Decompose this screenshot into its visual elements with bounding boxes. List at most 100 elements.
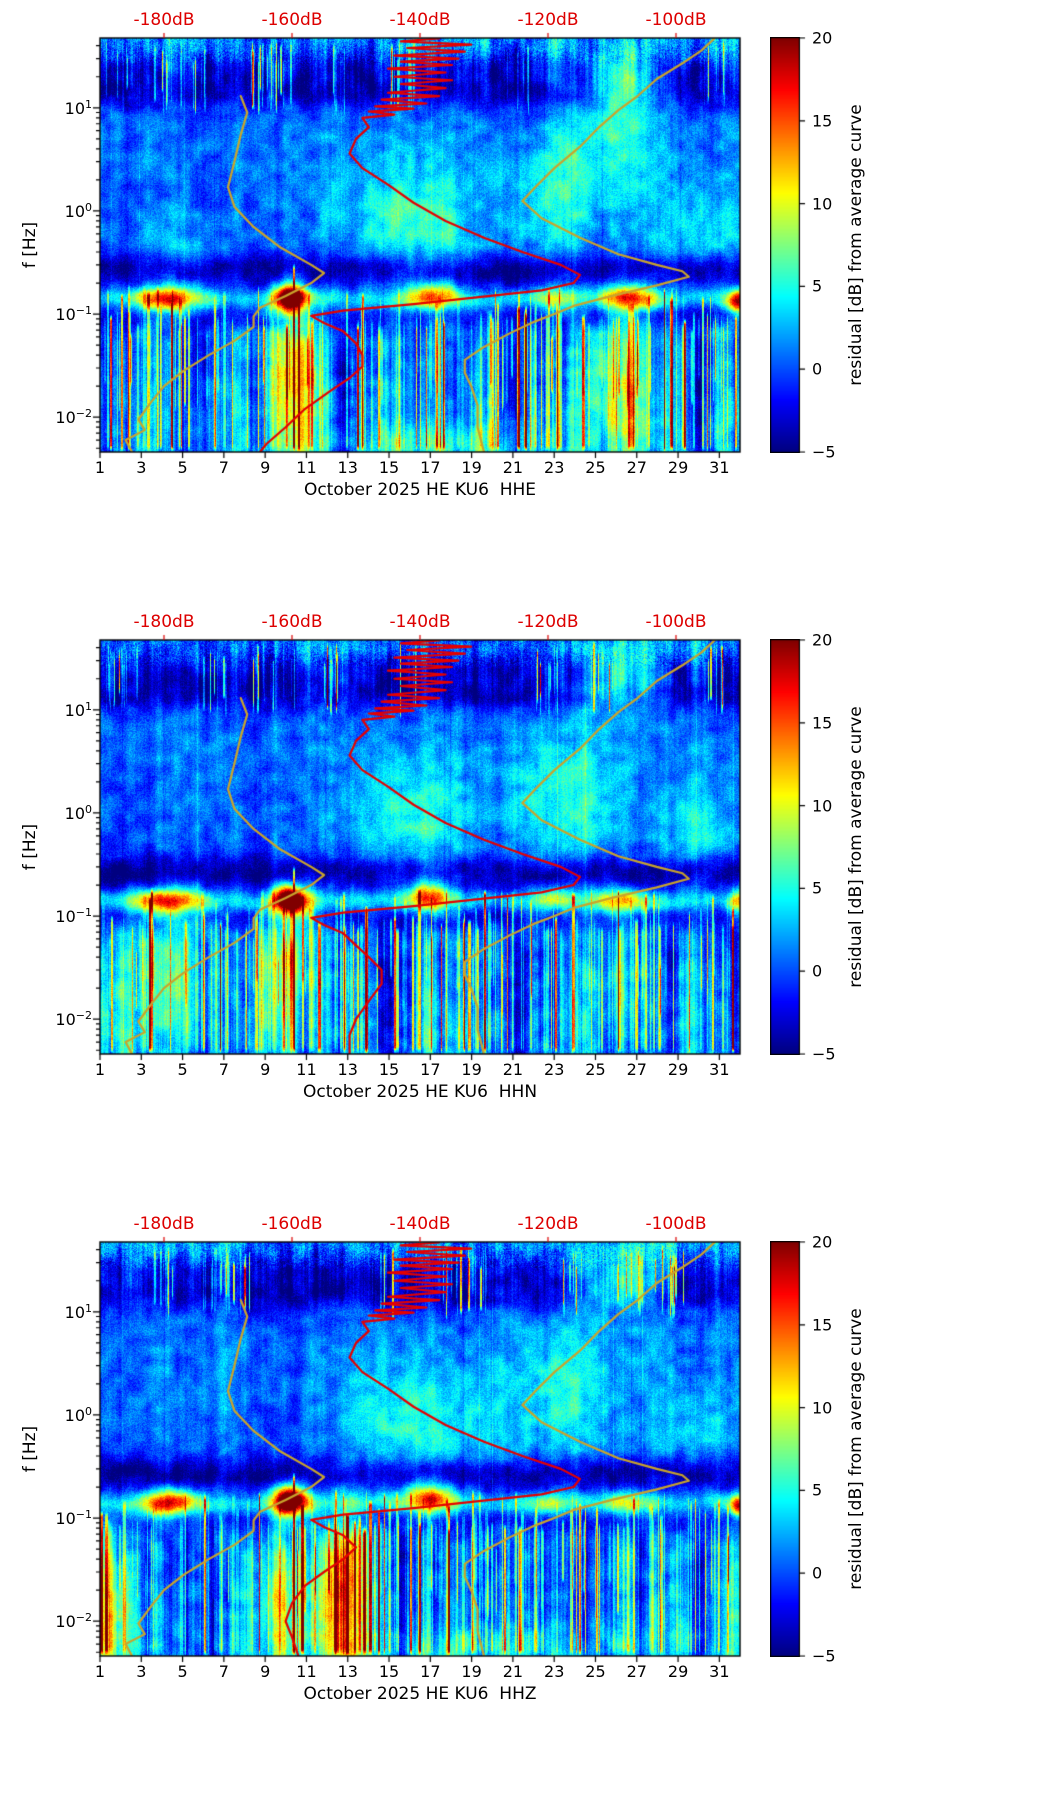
colorbar-tick-label: 20 [812, 1232, 833, 1252]
top-axis-tick-label: -120dB [517, 612, 579, 632]
colorbar-tick-label: −5 [812, 1044, 836, 1064]
colorbar [770, 37, 808, 453]
spectrogram-panel-hhz: -180dB -160dB -140dB -120dB -100dB f [Hz] 10… [0, 1204, 1052, 1806]
x-tick-label: 13 [337, 458, 358, 477]
y-tick-labels: 101 100 10−1 10−2 [0, 602, 92, 1204]
spectrogram-panel-hhn: -180dB -160dB -140dB -120dB -100dB f [Hz] 10… [0, 602, 1052, 1204]
colorbar-tick-label: 5 [812, 276, 823, 296]
x-tick-label: 23 [544, 1060, 565, 1079]
colorbar-tick-label: 10 [812, 796, 833, 816]
colorbar-tick-labels: 20 15 10 5 0 −5 [0, 0, 1052, 602]
x-tick-label: 17 [420, 1662, 441, 1681]
x-tick-label: 7 [218, 1060, 229, 1079]
top-axis-tick-label: -100dB [645, 1214, 707, 1234]
top-axis-tick-label: -160dB [261, 10, 323, 30]
colorbar-tick-labels: 20 15 10 5 0 −5 [0, 602, 1052, 1204]
x-tick-label: 25 [585, 458, 606, 477]
y-tick-label: 10−1 [55, 1507, 92, 1529]
colorbar-tick-label: 15 [812, 713, 833, 733]
x-tick-label: 11 [296, 1662, 317, 1681]
x-axis-label: October 2025 HE KU6 HHZ [303, 1684, 537, 1704]
x-tick-label: 9 [260, 1060, 271, 1079]
x-tick-label: 11 [296, 458, 317, 477]
x-tick-label: 25 [585, 1662, 606, 1681]
y-tick-label: 10−1 [55, 905, 92, 927]
y-tick-label: 10−2 [55, 407, 92, 428]
x-tick-label: 13 [337, 1662, 358, 1681]
top-axis-tick-label: -180dB [133, 612, 195, 632]
colorbar-tick-label: 0 [812, 359, 823, 379]
x-tick-label: 25 [585, 1060, 606, 1079]
y-tick-label: 10−1 [55, 303, 92, 325]
colorbar-tick-label: 10 [812, 194, 833, 214]
top-db-axis: -180dB -160dB -140dB -120dB -100dB [0, 0, 1052, 34]
x-tick-label: 23 [544, 458, 565, 477]
top-axis-tick-label: -180dB [133, 1214, 195, 1234]
x-tick-label: 31 [709, 1662, 730, 1681]
x-tick-label: 9 [260, 458, 271, 477]
y-tick-label: 10−2 [55, 1611, 92, 1632]
top-axis-tick-label: -180dB [133, 10, 195, 30]
x-tick-label: 15 [378, 1662, 400, 1681]
x-tick-label: 9 [260, 1662, 271, 1681]
x-tick-label: 17 [420, 458, 441, 477]
x-tick-labels: 1 3 5 7 9 11 13 15 17 19 21 23 25 27 29 31 [0, 1662, 1052, 1682]
y-tick-labels: 101 100 10−1 10−2 [0, 0, 92, 602]
top-axis-tick-label: -140dB [389, 10, 451, 30]
x-tick-label: 7 [218, 458, 229, 477]
x-tick-label: 15 [378, 1060, 400, 1079]
top-axis-tick-label: -100dB [645, 10, 707, 30]
colorbar-label: residual [dB] from average curve [846, 1308, 866, 1590]
x-tick-label: 11 [296, 1060, 317, 1079]
x-tick-label: 15 [378, 458, 400, 477]
spectrogram-canvas [88, 1234, 748, 1664]
x-tick-label: 21 [502, 1060, 524, 1079]
x-tick-labels: 1 3 5 7 9 11 13 15 17 19 21 23 25 27 29 31 [0, 458, 1052, 478]
y-tick-label: 10−2 [55, 1009, 92, 1030]
x-tick-label: 7 [218, 1662, 229, 1681]
spectrogram-panel-hhe: -180dB -160dB -140dB -120dB -100dB f [Hz] 10… [0, 0, 1052, 602]
x-tick-label: 17 [420, 1060, 441, 1079]
colorbar [770, 639, 808, 1055]
x-tick-label: 3 [136, 458, 147, 477]
x-tick-label: 1 [94, 1060, 106, 1079]
colorbar-tick-label: 15 [812, 1315, 833, 1335]
top-axis-tick-label: -120dB [517, 10, 579, 30]
x-tick-label: 31 [709, 1060, 730, 1079]
x-tick-label: 19 [461, 458, 482, 477]
y-tick-label: 100 [64, 200, 92, 222]
y-tick-labels: 101 100 10−1 10−2 [0, 1204, 92, 1806]
x-tick-label: 27 [626, 458, 647, 477]
x-tick-label: 21 [502, 458, 524, 477]
x-tick-labels: 1 3 5 7 9 11 13 15 17 19 21 23 25 27 29 31 [0, 1060, 1052, 1080]
y-tick-label: 101 [64, 699, 92, 720]
x-tick-label: 21 [502, 1662, 524, 1681]
colorbar-label: residual [dB] from average curve [846, 706, 866, 988]
colorbar-tick-label: 5 [812, 1480, 823, 1500]
y-tick-label: 101 [64, 97, 92, 118]
top-axis-tick-label: -100dB [645, 612, 707, 632]
colorbar [770, 1241, 808, 1657]
colorbar-tick-label: −5 [812, 1646, 836, 1666]
x-tick-label: 13 [337, 1060, 358, 1079]
x-tick-label: 27 [626, 1662, 647, 1681]
x-tick-label: 29 [667, 1662, 689, 1681]
top-axis-tick-label: -160dB [261, 1214, 323, 1234]
y-tick-label: 100 [64, 1404, 92, 1426]
top-axis-tick-label: -140dB [389, 1214, 451, 1234]
x-tick-label: 5 [177, 1060, 188, 1079]
x-tick-label: 3 [136, 1662, 147, 1681]
colorbar-tick-label: 15 [812, 111, 833, 131]
x-tick-label: 29 [667, 1060, 689, 1079]
top-db-axis: -180dB -160dB -140dB -120dB -100dB [0, 602, 1052, 636]
colorbar-tick-label: −5 [812, 442, 836, 462]
colorbar-tick-label: 5 [812, 878, 823, 898]
x-tick-label: 31 [709, 458, 730, 477]
y-tick-label: 100 [64, 802, 92, 824]
colorbar-tick-label: 20 [812, 630, 833, 650]
x-axis-label: October 2025 HE KU6 HHE [303, 480, 537, 500]
x-tick-label: 19 [461, 1060, 482, 1079]
x-tick-label: 29 [667, 458, 689, 477]
top-axis-tick-label: -140dB [389, 612, 451, 632]
